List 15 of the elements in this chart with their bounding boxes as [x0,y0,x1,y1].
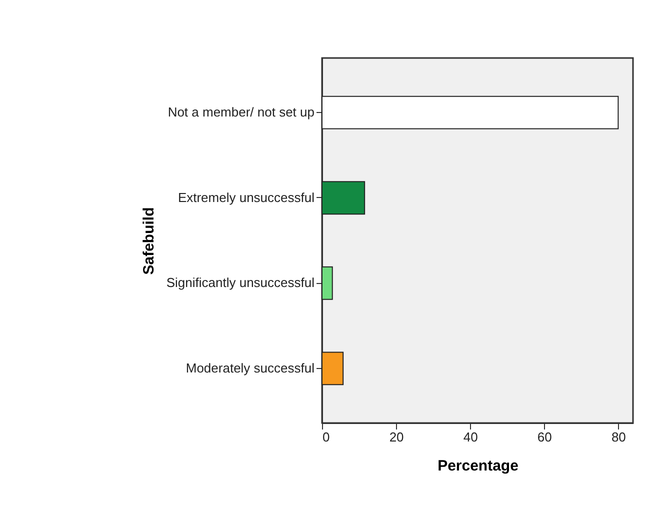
bar [322,352,344,386]
bar [322,181,366,215]
x-tick-label: 80 [611,430,626,444]
y-tick-label: Extremely unsuccessful [178,190,315,205]
x-tick-label: 20 [389,430,404,444]
bar [322,96,619,130]
y-tick-label: Significantly unsuccessful [166,275,315,290]
x-axis-title: Percentage [438,458,518,474]
y-tick-label: Not a member/ not set up [168,104,314,120]
bar [322,266,333,300]
x-tick-label: 60 [537,430,552,444]
y-axis-title: Safebuild [140,207,158,275]
y-tick-label: Moderately successful [186,360,315,376]
x-tick-label: 40 [463,430,478,444]
x-tick-label: 0 [322,430,330,444]
